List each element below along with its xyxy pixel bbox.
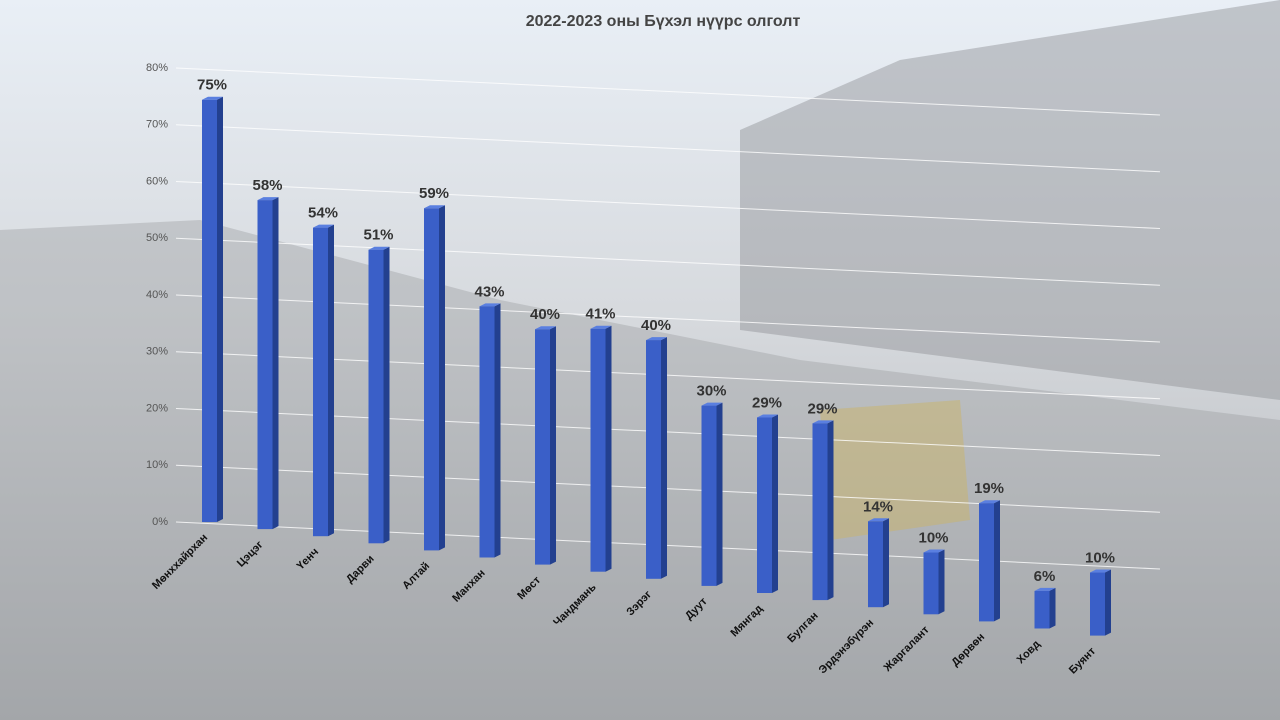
bar-top [757,414,778,418]
data-label: 19% [974,480,1004,497]
data-label: 40% [641,317,671,334]
data-label: 29% [752,394,782,411]
bar [535,329,550,565]
grid-line [175,124,1161,173]
y-tick-label: 60% [146,175,168,187]
bar-side [661,337,667,579]
bar-top [202,96,223,100]
bar-top [1034,587,1056,591]
bar-side [1105,569,1111,636]
y-tick-label: 50% [146,232,168,244]
data-label: 58% [252,177,282,194]
bar-top [1090,569,1111,573]
bar-side [827,420,834,601]
bar-side [1049,587,1056,629]
y-tick-label: 0% [152,516,168,528]
bar-side [605,325,612,572]
bar-side [716,402,723,586]
bar-top [590,325,612,329]
bar-top [424,205,445,209]
background-truck [820,400,970,540]
bar-side [383,246,390,544]
grid-line [175,351,1161,400]
bar-top [868,518,889,522]
data-label: 10% [918,529,948,546]
bar-top [535,326,556,330]
grid-line [175,294,1161,343]
data-label: 54% [308,205,338,222]
y-tick-label: 30% [146,346,168,358]
bar [479,306,495,558]
bar-side [272,197,279,530]
data-label: 43% [474,283,504,300]
bar-top [923,549,945,553]
bar-side [550,326,556,565]
data-label: 30% [696,383,726,400]
bar-side [883,518,889,608]
bar [646,340,661,579]
bar [701,405,717,586]
bar-side [994,500,1000,622]
bar-top [313,224,334,228]
grid-line [175,181,1161,229]
chart-title: 2022-2023 оны Бүхэл нүүрс олголт [526,13,801,30]
bar [1034,590,1050,629]
data-label: 14% [863,498,893,515]
y-tick-label: 10% [146,459,168,471]
bar [368,249,384,544]
bar [923,552,939,615]
bar-side [328,224,334,537]
bar-top [646,337,667,341]
data-label: 29% [807,400,837,417]
bar-top [979,500,1000,504]
bar-top [479,303,501,307]
bar-side [772,414,778,593]
data-label: 41% [585,306,615,323]
grid-line [175,67,1161,116]
y-tick-label: 70% [146,119,168,131]
data-label: 75% [197,77,227,94]
background-rock [740,0,1280,400]
y-tick-label: 80% [146,62,168,74]
y-tick-label: 20% [146,402,168,414]
bar [979,503,994,622]
bar [1090,572,1105,636]
data-label: 51% [363,227,393,244]
data-label: 6% [1034,568,1056,585]
bar-top [701,402,723,406]
grid-line [175,408,1161,456]
bar-top [257,197,279,201]
bar-top [368,246,390,250]
data-label: 59% [419,185,449,202]
grid-line [175,237,1161,286]
bar [590,328,606,572]
data-label: 10% [1085,550,1115,567]
bar [313,227,328,537]
bar-side [439,205,445,551]
bar-side [494,303,501,558]
data-label: 40% [530,306,560,323]
bar-side [938,549,945,615]
bar [868,521,883,608]
bar [202,99,217,522]
bar [257,200,273,530]
bar-side [217,96,223,522]
bar [757,417,772,593]
bar [424,208,439,551]
y-tick-label: 40% [146,289,168,301]
bar [812,423,828,601]
bar-top [812,420,834,424]
